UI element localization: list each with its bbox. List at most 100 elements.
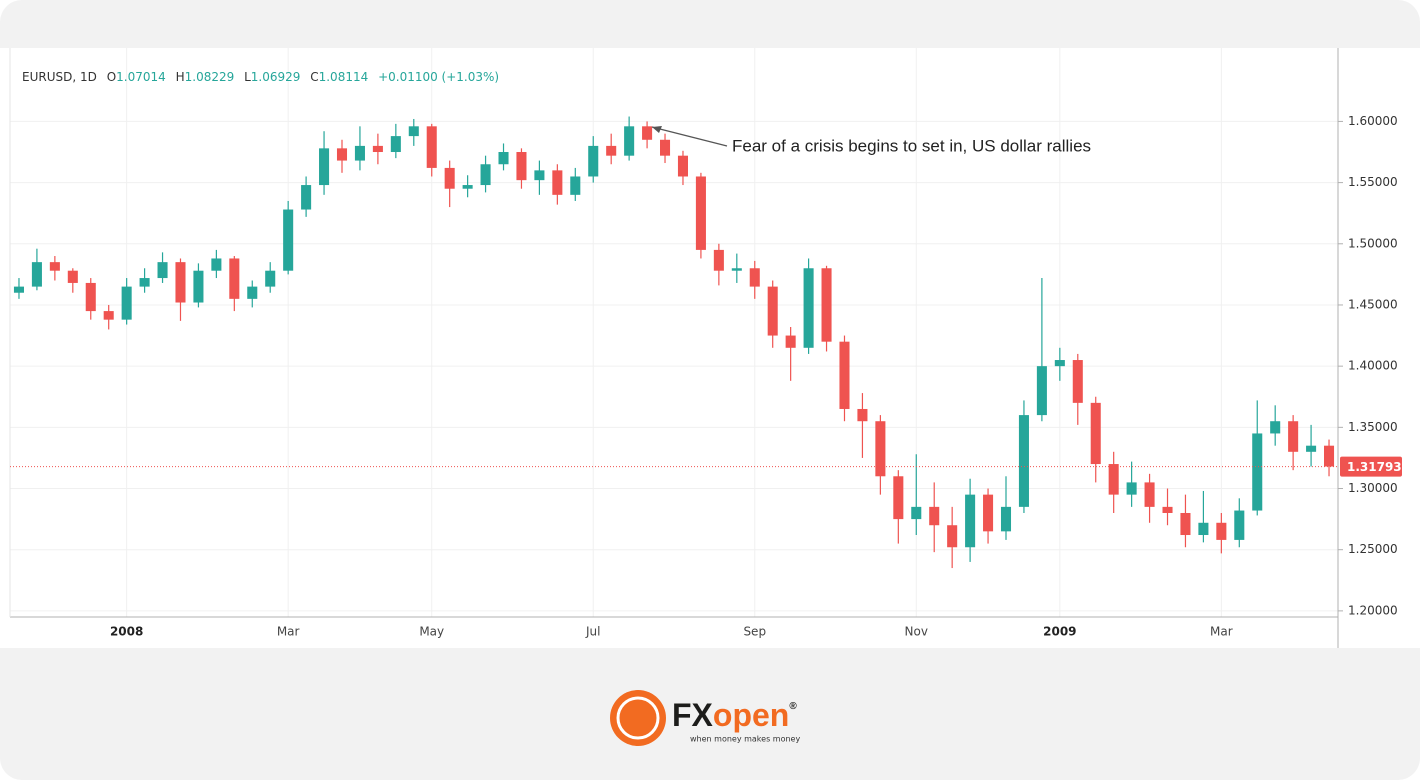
candles (13, 116, 1335, 569)
candle-body (839, 341, 850, 409)
annotation-arrow (651, 126, 728, 147)
candle-body (354, 145, 365, 161)
logo-tagline: when money makes money (690, 735, 800, 744)
chart-panel (0, 48, 1420, 648)
candle-body (731, 268, 742, 271)
candle-body (534, 170, 545, 181)
logo-fx: FX (672, 697, 714, 733)
legend-label: O (107, 70, 116, 84)
candle-body (552, 170, 563, 195)
candle-body (229, 258, 240, 299)
x-tick-label: 2009 (1043, 625, 1076, 639)
candle-body (211, 258, 222, 271)
candle-body (444, 167, 455, 189)
candle-body (983, 494, 994, 532)
candle-body (1126, 482, 1137, 495)
candle-body (67, 270, 78, 283)
candle-body (965, 494, 976, 548)
chart-legend: EURUSD, 1D O1.07014 H1.08229 L1.06929 C1… (22, 70, 499, 84)
candle-body (1000, 506, 1012, 532)
x-tick-label: May (419, 625, 444, 639)
legend-value: 1.08229 (185, 70, 235, 84)
candle-body (516, 152, 527, 181)
y-tick-label: 1.55000 (1348, 175, 1398, 189)
candle-body (1180, 512, 1191, 536)
candle-body (408, 126, 419, 137)
logo-text: FXopen® (672, 697, 797, 733)
candle-body (588, 145, 599, 177)
last-price-label: 1.31793 (1347, 460, 1402, 474)
y-tick-label: 1.40000 (1348, 359, 1398, 373)
candle-body (1270, 421, 1281, 434)
x-tick-label: Mar (1210, 625, 1233, 639)
candle-body (1018, 415, 1029, 507)
annotation-arrowhead (652, 126, 662, 133)
x-tick-label: 2008 (110, 625, 143, 639)
candle-body (893, 476, 904, 520)
logo-open: open (713, 697, 789, 733)
logo-icon-ring (616, 696, 660, 740)
candle-body (1234, 510, 1245, 540)
candle-body (157, 262, 168, 279)
candle-body (247, 286, 258, 299)
candle-body (462, 185, 473, 189)
candle-body (803, 268, 814, 348)
candle-body (695, 176, 706, 250)
y-tick-label: 1.50000 (1348, 236, 1398, 250)
legend-value: 1.08114 (319, 70, 369, 84)
candle-body (606, 145, 617, 156)
last-price-tag (1340, 456, 1402, 477)
candle-body (857, 408, 868, 422)
candle-body (1324, 445, 1335, 467)
symbol: EURUSD, 1D (22, 70, 97, 84)
candle-body (175, 262, 186, 303)
candle-body (426, 126, 437, 168)
candle-body (1036, 366, 1047, 416)
x-tick-label: Sep (743, 625, 766, 639)
candle-body (301, 185, 312, 210)
candle-body (570, 176, 581, 195)
candle-body (498, 152, 509, 165)
candle-body (624, 126, 635, 156)
logo: FXopen® when money makes money (610, 690, 800, 746)
candle-body (13, 286, 24, 293)
candle-body (677, 155, 688, 177)
candle-body (749, 268, 760, 287)
candle-body (1072, 360, 1083, 403)
candle-body (1162, 506, 1173, 513)
candle-body (947, 525, 958, 548)
x-tick-label: Mar (277, 625, 300, 639)
y-tick-label: 1.30000 (1348, 481, 1398, 495)
candle-body (193, 270, 204, 303)
candle-body (319, 148, 330, 186)
legend-value: 1.07014 (116, 70, 166, 84)
candle-body (1054, 360, 1065, 367)
candle-body (642, 126, 653, 140)
x-tick-label: Nov (905, 625, 928, 639)
candle-body (265, 270, 276, 287)
y-tick-label: 1.35000 (1348, 420, 1398, 434)
logo-registered: ® (789, 701, 797, 712)
candle-body (767, 286, 778, 336)
y-tick-label: 1.60000 (1348, 114, 1398, 128)
candle-body (1216, 522, 1227, 540)
x-tick-label: Jul (585, 625, 600, 639)
candle-body (1306, 445, 1317, 452)
candle-body (49, 262, 60, 271)
candle-body (875, 421, 886, 477)
y-tick-label: 1.45000 (1348, 297, 1398, 311)
y-tick-label: 1.20000 (1348, 603, 1398, 617)
candle-body (283, 209, 294, 271)
annotation: Fear of a crisis begins to set in, US do… (732, 136, 1091, 155)
legend-label: L (244, 70, 251, 84)
legend-change: +0.01100 (+1.03%) (378, 70, 499, 84)
candle-body (713, 249, 724, 271)
legend-label: C (310, 70, 318, 84)
legend-label: H (176, 70, 185, 84)
candle-body (336, 148, 348, 161)
candle-body (660, 139, 671, 156)
candle-body (85, 282, 96, 312)
candle-body (390, 136, 401, 153)
candle-body (103, 311, 114, 320)
